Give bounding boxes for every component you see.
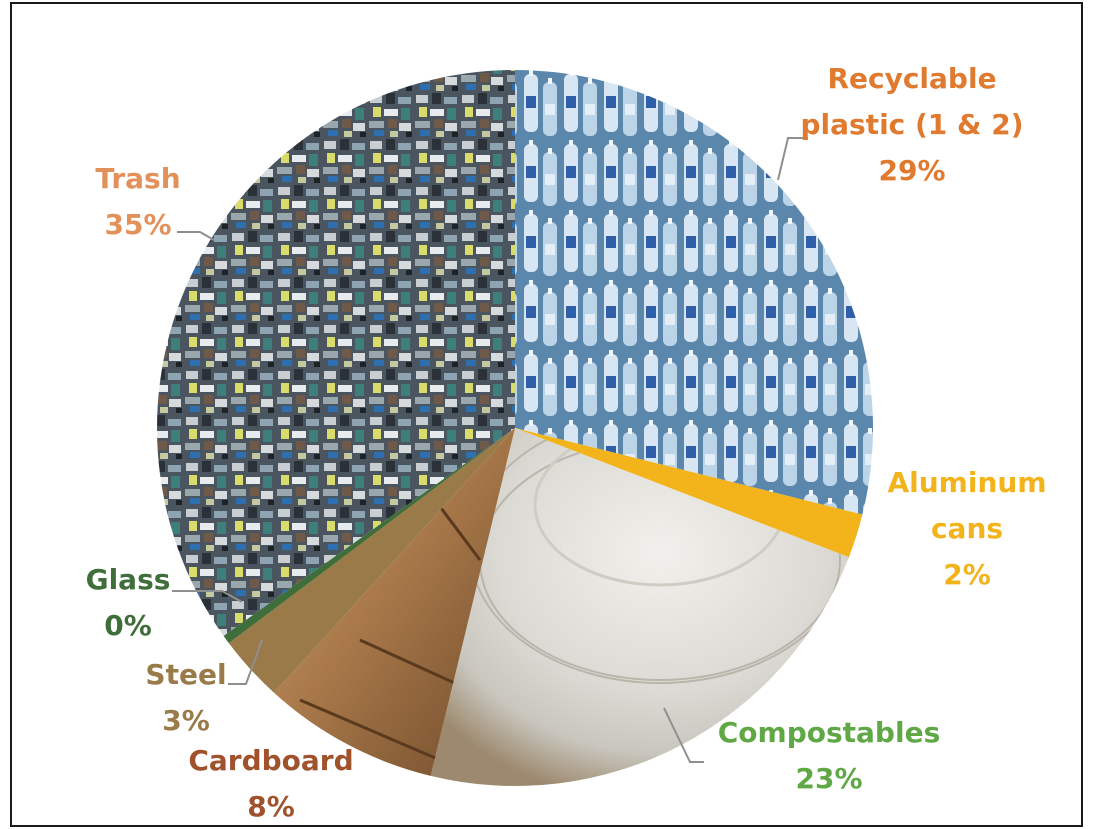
- percent-label-recyclable-plastic-1-2: 29%: [878, 154, 945, 187]
- leader-line-trash: [177, 231, 215, 241]
- leader-lines: [172, 137, 808, 763]
- percent-label-steel: 3%: [162, 704, 210, 737]
- slice-label-glass: Glass: [86, 563, 171, 596]
- slice-recyclable-plastic-1-2: [515, 70, 873, 515]
- slice-aluminum-cans: [515, 428, 863, 558]
- percent-label-glass: 0%: [104, 609, 152, 642]
- slice-cardboard: [274, 428, 515, 776]
- pie-slices: [157, 70, 873, 786]
- slice-label-recyclable-plastic-1-2-line-2: plastic (1 & 2): [800, 108, 1023, 141]
- slice-trash: [157, 70, 515, 636]
- percent-label-aluminum-cans: 2%: [943, 558, 991, 591]
- slice-label-aluminum-cans-line-1: Aluminum: [887, 466, 1046, 499]
- slice-glass: [223, 428, 516, 644]
- slice-label-trash: Trash: [95, 162, 180, 195]
- percent-label-cardboard: 8%: [247, 790, 295, 823]
- slice-label-steel: Steel: [145, 658, 226, 691]
- slice-label-recyclable-plastic-1-2-line-1: Recyclable: [827, 62, 996, 95]
- slice-label-compostables: Compostables: [718, 716, 940, 749]
- slice-label-aluminum-cans-line-2: cans: [931, 512, 1003, 545]
- leader-line-compostables: [663, 707, 704, 763]
- leader-line-recyclable-plastic-1-2: [777, 137, 808, 181]
- leader-line-steel: [228, 639, 263, 685]
- percent-label-compostables: 23%: [795, 762, 862, 795]
- slice-steel: [228, 428, 515, 693]
- leader-line-glass: [172, 590, 243, 603]
- slice-label-cardboard: Cardboard: [188, 744, 353, 777]
- slice-labels: Recyclable plastic (1 & 2) 29% Aluminum cans…: [86, 62, 1047, 823]
- percent-label-trash: 35%: [104, 208, 171, 241]
